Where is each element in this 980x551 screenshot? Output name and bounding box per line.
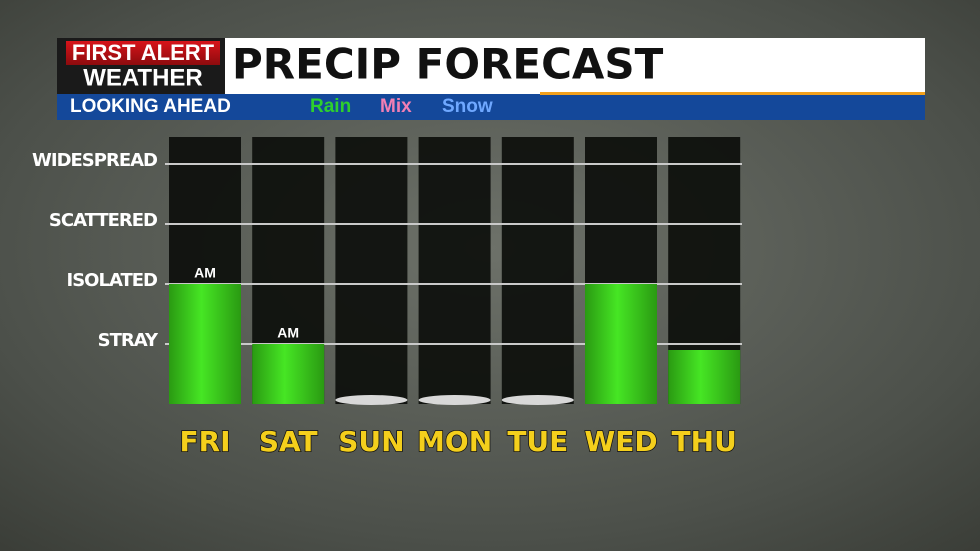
x-tick-label: WED xyxy=(584,425,657,458)
bar-annotation: AM xyxy=(277,325,299,341)
legend: Rain Mix Snow xyxy=(310,96,493,117)
x-tick-label: SUN xyxy=(338,425,404,458)
x-tick-label: FRI xyxy=(179,425,230,458)
x-tick-label: THU xyxy=(672,425,737,458)
legend-item: Rain xyxy=(310,96,351,117)
bar xyxy=(169,284,241,404)
x-tick-label: SAT xyxy=(259,425,318,458)
brand-line2: WEATHER xyxy=(83,64,203,91)
legend-item: Mix xyxy=(380,96,412,117)
bar-annotation: AM xyxy=(194,265,216,281)
x-tick-label: TUE xyxy=(507,425,568,458)
bar xyxy=(668,350,741,404)
bar xyxy=(501,395,574,405)
y-tick-label: SCATTERED xyxy=(49,210,157,231)
y-tick-label: WIDESPREAD xyxy=(32,150,157,171)
y-tick-label: STRAY xyxy=(98,330,159,351)
brand-line1: FIRST ALERT xyxy=(72,40,215,65)
y-tick-label: ISOLATED xyxy=(67,270,158,291)
column-background xyxy=(418,137,491,404)
subheader-bar xyxy=(57,94,925,120)
chart-subtitle: LOOKING AHEAD xyxy=(70,96,231,117)
bar xyxy=(335,395,408,405)
legend-item: Snow xyxy=(442,96,493,117)
accent-line xyxy=(540,92,925,95)
bar xyxy=(252,344,325,404)
chart-title: PRECIP FORECAST xyxy=(232,40,664,89)
bar xyxy=(418,395,491,405)
x-tick-label: MON xyxy=(417,425,492,458)
column-background xyxy=(335,137,408,404)
bar xyxy=(585,284,657,404)
column-background xyxy=(501,137,574,404)
brand-red xyxy=(66,41,220,65)
